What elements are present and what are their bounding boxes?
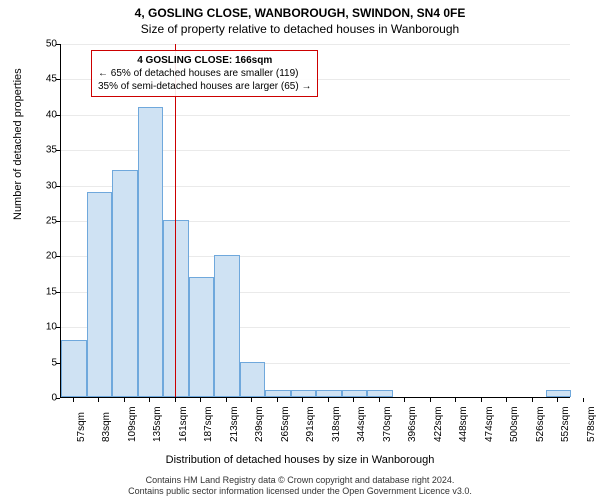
x-tick-mark xyxy=(481,398,482,402)
chart-title-address: 4, GOSLING CLOSE, WANBOROUGH, SWINDON, S… xyxy=(0,0,600,20)
annotation-title: 4 GOSLING CLOSE: 166sqm xyxy=(98,54,311,67)
annotation-larger: 35% of semi-detached houses are larger (… xyxy=(98,80,311,93)
y-tick-label: 10 xyxy=(43,322,57,333)
x-tick-label: 396sqm xyxy=(407,406,418,442)
y-tick-mark xyxy=(56,186,60,187)
y-tick-label: 20 xyxy=(43,251,57,262)
histogram-bar xyxy=(367,390,393,397)
y-axis-label: Number of detached properties xyxy=(12,68,24,220)
y-tick-label: 5 xyxy=(43,357,57,368)
x-tick-label: 291sqm xyxy=(305,406,316,442)
x-tick-label: 57sqm xyxy=(76,412,87,442)
x-tick-label: 552sqm xyxy=(560,406,571,442)
histogram-bar xyxy=(163,220,189,397)
x-tick-mark xyxy=(200,398,201,402)
x-tick-label: 500sqm xyxy=(509,406,520,442)
chart-subtitle: Size of property relative to detached ho… xyxy=(0,20,600,36)
x-tick-mark xyxy=(98,398,99,402)
histogram-bar xyxy=(291,390,317,397)
x-tick-mark xyxy=(175,398,176,402)
x-tick-mark xyxy=(557,398,558,402)
gridline xyxy=(61,44,570,45)
y-tick-mark xyxy=(56,398,60,399)
histogram-bar xyxy=(189,277,215,397)
x-tick-mark xyxy=(277,398,278,402)
y-tick-label: 15 xyxy=(43,286,57,297)
x-tick-mark xyxy=(149,398,150,402)
y-tick-mark xyxy=(56,292,60,293)
histogram-bar xyxy=(87,192,113,397)
attribution-footer: Contains HM Land Registry data © Crown c… xyxy=(0,475,600,498)
y-tick-mark xyxy=(56,256,60,257)
x-tick-label: 422sqm xyxy=(433,406,444,442)
y-tick-label: 45 xyxy=(43,74,57,85)
x-tick-mark xyxy=(430,398,431,402)
y-tick-mark xyxy=(56,79,60,80)
x-tick-label: 526sqm xyxy=(535,406,546,442)
x-tick-mark xyxy=(455,398,456,402)
y-tick-label: 0 xyxy=(43,393,57,404)
x-tick-label: 187sqm xyxy=(203,406,214,442)
x-tick-label: 474sqm xyxy=(484,406,495,442)
histogram-bar xyxy=(61,340,87,397)
y-tick-label: 40 xyxy=(43,109,57,120)
x-tick-mark xyxy=(532,398,533,402)
x-tick-mark xyxy=(404,398,405,402)
histogram-bar xyxy=(342,390,368,397)
x-tick-mark xyxy=(226,398,227,402)
x-tick-mark xyxy=(353,398,354,402)
x-tick-mark xyxy=(124,398,125,402)
x-tick-label: 161sqm xyxy=(178,406,189,442)
x-tick-mark xyxy=(506,398,507,402)
histogram-bar xyxy=(265,390,291,397)
x-tick-label: 578sqm xyxy=(586,406,597,442)
x-tick-mark xyxy=(328,398,329,402)
x-tick-mark xyxy=(379,398,380,402)
y-tick-label: 25 xyxy=(43,216,57,227)
y-tick-label: 35 xyxy=(43,145,57,156)
x-tick-label: 448sqm xyxy=(458,406,469,442)
footer-line-2: Contains public sector information licen… xyxy=(0,486,600,498)
histogram-bar xyxy=(138,107,164,397)
histogram-bar xyxy=(546,390,572,397)
x-tick-label: 318sqm xyxy=(331,406,342,442)
x-tick-label: 344sqm xyxy=(356,406,367,442)
x-tick-mark xyxy=(251,398,252,402)
y-tick-mark xyxy=(56,327,60,328)
x-tick-mark xyxy=(583,398,584,402)
x-tick-label: 83sqm xyxy=(101,412,112,442)
histogram-bar xyxy=(214,255,240,397)
x-tick-label: 370sqm xyxy=(382,406,393,442)
annotation-smaller: ← 65% of detached houses are smaller (11… xyxy=(98,67,311,80)
y-tick-mark xyxy=(56,150,60,151)
x-tick-mark xyxy=(302,398,303,402)
y-tick-mark xyxy=(56,363,60,364)
histogram-bar xyxy=(240,362,266,397)
annotation-box: 4 GOSLING CLOSE: 166sqm← 65% of detached… xyxy=(91,50,318,97)
x-tick-mark xyxy=(73,398,74,402)
footer-line-1: Contains HM Land Registry data © Crown c… xyxy=(0,475,600,487)
y-tick-label: 30 xyxy=(43,180,57,191)
histogram-bar xyxy=(316,390,342,397)
x-axis-label: Distribution of detached houses by size … xyxy=(0,454,600,466)
plot-area: 4 GOSLING CLOSE: 166sqm← 65% of detached… xyxy=(60,44,570,398)
x-tick-label: 239sqm xyxy=(254,406,265,442)
x-tick-label: 265sqm xyxy=(280,406,291,442)
x-tick-label: 213sqm xyxy=(229,406,240,442)
y-tick-label: 50 xyxy=(43,39,57,50)
y-tick-mark xyxy=(56,44,60,45)
x-tick-label: 135sqm xyxy=(152,406,163,442)
y-tick-mark xyxy=(56,115,60,116)
histogram-bar xyxy=(112,170,138,397)
x-tick-label: 109sqm xyxy=(127,406,138,442)
y-tick-mark xyxy=(56,221,60,222)
